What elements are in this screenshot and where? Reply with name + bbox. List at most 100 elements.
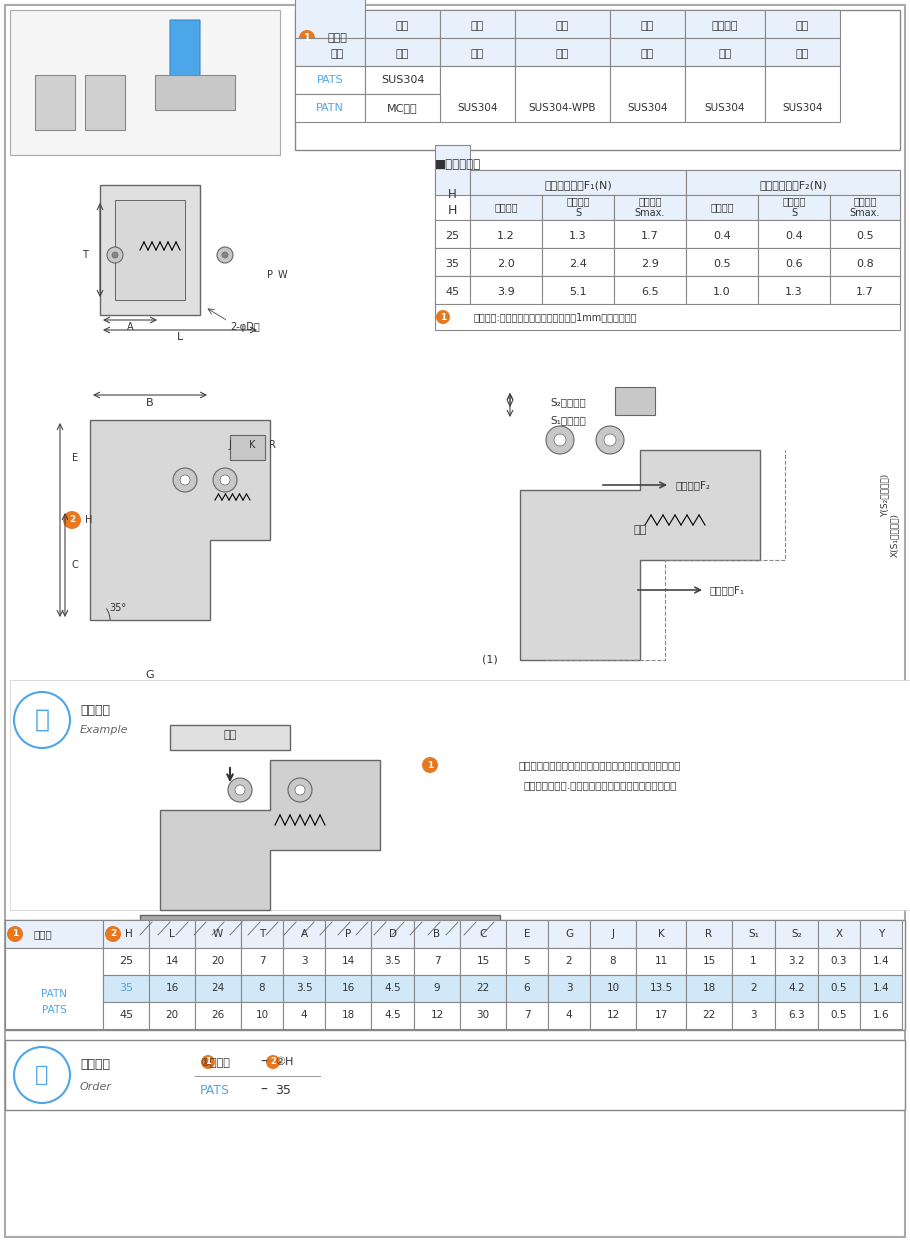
Text: 2: 2 [750, 982, 757, 994]
Text: 16: 16 [341, 982, 355, 994]
Bar [686, 220, 758, 248]
Circle shape [295, 785, 305, 795]
Bar [10, 160, 290, 370]
Text: 材质: 材质 [330, 48, 344, 60]
Text: X: X [835, 929, 843, 939]
Text: S₁: S₁ [748, 929, 759, 939]
Text: 0.5: 0.5 [713, 260, 731, 270]
Text: 卡爪前端负载F₂(N): 卡爪前端负载F₂(N) [759, 180, 827, 190]
Bar [371, 975, 414, 1002]
Bar [860, 1002, 902, 1030]
Bar [414, 920, 460, 948]
Bar [100, 185, 200, 315]
Text: PATS: PATS [317, 75, 343, 84]
Text: 3.5: 3.5 [296, 982, 312, 994]
Text: T: T [258, 929, 265, 939]
Text: 标准行程:假定卡爪与工件之间的间隙为1mm时的卡爪行程: 标准行程:假定卡爪与工件之间的间隙为1mm时的卡爪行程 [473, 312, 637, 322]
Bar [590, 920, 636, 948]
Text: W: W [278, 270, 287, 279]
Bar [860, 920, 902, 948]
Text: 25: 25 [445, 231, 460, 241]
Text: 0.8: 0.8 [856, 260, 874, 270]
Text: 18: 18 [703, 982, 715, 994]
Bar [460, 920, 506, 948]
Text: 4.5: 4.5 [384, 982, 400, 994]
Bar [685, 10, 765, 39]
Bar [470, 248, 542, 276]
Text: SUS304: SUS304 [627, 103, 668, 113]
Circle shape [201, 1054, 215, 1069]
Bar [470, 195, 542, 220]
Bar [732, 948, 775, 975]
Text: 类型码: 类型码 [33, 929, 52, 939]
Text: (1): (1) [482, 655, 498, 664]
Text: S₂: S₂ [791, 929, 802, 939]
Bar [283, 948, 325, 975]
Bar [283, 920, 325, 948]
Text: S₂最大行程: S₂最大行程 [550, 397, 586, 407]
Circle shape [217, 247, 233, 263]
Text: 2: 2 [270, 1057, 276, 1067]
Text: 25: 25 [119, 956, 133, 966]
Text: E: E [524, 929, 531, 939]
Text: 弹簧前端F₁: 弹簧前端F₁ [710, 585, 745, 595]
Text: 3: 3 [300, 956, 308, 966]
Bar [325, 975, 371, 1002]
Text: K: K [658, 929, 664, 939]
Bar [830, 220, 900, 248]
Bar [241, 1002, 283, 1030]
Text: ①类型码: ①类型码 [200, 1057, 230, 1067]
Text: SUS304-WPB: SUS304-WPB [529, 103, 596, 113]
Bar [542, 276, 614, 304]
Text: B: B [433, 929, 440, 939]
Text: R: R [705, 929, 713, 939]
Bar [542, 195, 614, 220]
Bar [103, 920, 149, 948]
Text: J: J [228, 440, 231, 450]
Bar [365, 39, 440, 66]
Bar [195, 920, 241, 948]
Text: 5: 5 [523, 956, 531, 966]
Text: 30: 30 [477, 1010, 490, 1020]
Text: 45: 45 [445, 287, 460, 297]
Text: 11: 11 [654, 956, 668, 966]
Bar [365, 66, 440, 94]
Text: H: H [85, 515, 93, 525]
Bar [149, 948, 195, 975]
Bar [295, 94, 365, 122]
Bar [460, 975, 506, 1002]
Text: 1: 1 [12, 929, 18, 939]
Text: 12: 12 [430, 1010, 444, 1020]
Text: Example: Example [80, 725, 128, 735]
Text: 标准行程
S: 标准行程 S [783, 196, 805, 217]
Text: C: C [480, 929, 487, 939]
Text: SUS304: SUS304 [380, 75, 424, 84]
Text: Y: Y [878, 929, 885, 939]
Text: 螺母: 螺母 [796, 21, 809, 31]
Text: 2.0: 2.0 [497, 260, 515, 270]
Bar [686, 248, 758, 276]
Text: 2: 2 [110, 929, 116, 939]
Text: SUS304: SUS304 [783, 103, 823, 113]
Bar [195, 1002, 241, 1030]
Bar [765, 39, 840, 66]
Text: 18: 18 [341, 1010, 355, 1020]
Bar [765, 10, 840, 39]
Circle shape [266, 1054, 280, 1069]
Text: T: T [82, 250, 88, 260]
Bar [515, 10, 610, 39]
Bar [614, 220, 686, 248]
Circle shape [235, 785, 245, 795]
Text: 6.3: 6.3 [788, 1010, 804, 1020]
Bar [758, 195, 830, 220]
Bar [85, 75, 125, 130]
Bar [470, 276, 542, 304]
Circle shape [220, 474, 230, 484]
Bar [5, 948, 103, 1030]
Text: 卡爪: 卡爪 [396, 21, 410, 31]
Circle shape [228, 777, 252, 802]
Text: 1.3: 1.3 [785, 287, 803, 297]
Circle shape [213, 468, 237, 492]
Bar [775, 920, 818, 948]
Text: 1.3: 1.3 [569, 231, 587, 241]
